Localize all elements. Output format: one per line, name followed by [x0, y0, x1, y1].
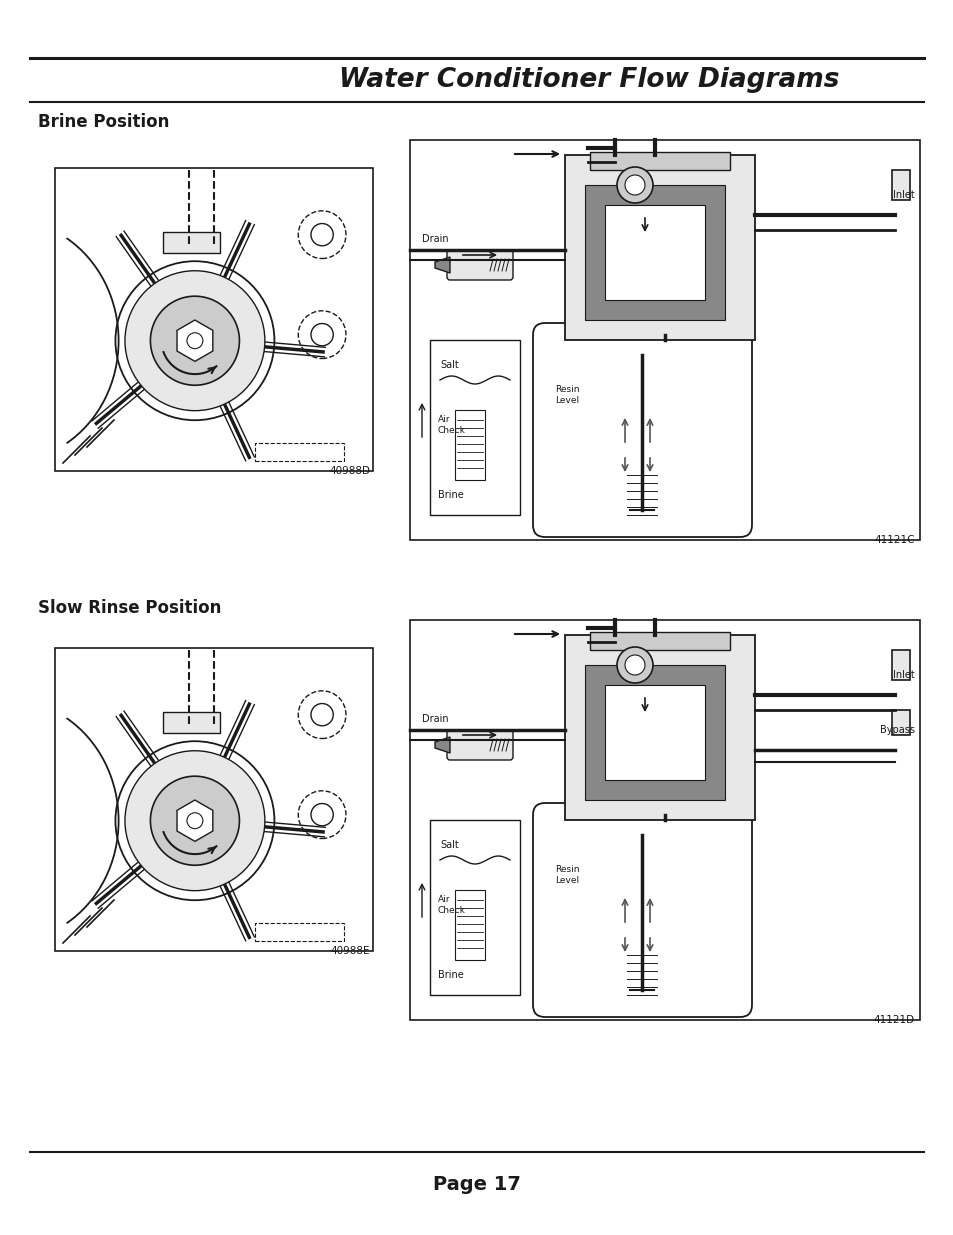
Text: 41121C: 41121C [874, 535, 914, 545]
Bar [255, 923, 344, 941]
Bar [430, 340, 519, 515]
Text: Brine: Brine [437, 490, 463, 500]
Bar [55, 648, 373, 951]
Text: Bypass: Bypass [879, 725, 914, 735]
Text: Resin
Level: Resin Level [555, 385, 578, 405]
Circle shape [151, 296, 239, 385]
Polygon shape [177, 800, 213, 841]
Text: Inlet: Inlet [892, 671, 914, 680]
Bar [891, 650, 909, 680]
FancyBboxPatch shape [533, 803, 751, 1016]
Bar [430, 820, 519, 995]
Bar [163, 711, 220, 732]
Text: 40988E: 40988E [330, 946, 370, 956]
Text: Drain: Drain [421, 714, 448, 724]
Text: Air
Check: Air Check [437, 895, 465, 915]
Bar [604, 685, 704, 781]
Text: Inlet: Inlet [892, 190, 914, 200]
Bar [255, 443, 344, 461]
Bar [564, 635, 754, 820]
Text: Brine: Brine [437, 969, 463, 981]
Bar [604, 205, 704, 300]
Circle shape [151, 776, 239, 866]
Bar [584, 185, 724, 320]
Circle shape [617, 647, 652, 683]
Bar [564, 156, 754, 340]
Circle shape [125, 270, 265, 411]
Bar [455, 890, 484, 960]
Text: Slow Rinse Position: Slow Rinse Position [38, 599, 221, 618]
Text: Salt: Salt [439, 840, 458, 850]
FancyBboxPatch shape [533, 324, 751, 537]
Bar [163, 232, 220, 253]
Circle shape [617, 167, 652, 203]
Polygon shape [435, 737, 450, 753]
Text: Brine Position: Brine Position [38, 112, 170, 131]
Bar [891, 710, 909, 735]
Circle shape [125, 751, 265, 890]
Bar [410, 620, 919, 1020]
Circle shape [187, 813, 203, 829]
Bar [589, 632, 729, 650]
Text: Resin
Level: Resin Level [555, 864, 578, 885]
Bar [584, 664, 724, 800]
Circle shape [187, 332, 203, 348]
Bar [891, 170, 909, 200]
Text: Salt: Salt [439, 359, 458, 370]
Circle shape [624, 175, 644, 195]
Polygon shape [177, 320, 213, 362]
Text: Page 17: Page 17 [433, 1176, 520, 1194]
Bar [589, 152, 729, 170]
Text: Air
Check: Air Check [437, 415, 465, 435]
Bar [455, 410, 484, 480]
Text: 41121D: 41121D [873, 1015, 914, 1025]
Polygon shape [435, 257, 450, 273]
Bar [410, 140, 919, 540]
Text: Drain: Drain [421, 233, 448, 245]
Circle shape [624, 655, 644, 676]
Text: 40988D: 40988D [329, 466, 370, 475]
Text: Water Conditioner Flow Diagrams: Water Conditioner Flow Diagrams [339, 67, 840, 93]
Bar [55, 168, 373, 471]
FancyBboxPatch shape [447, 249, 513, 280]
FancyBboxPatch shape [447, 730, 513, 760]
